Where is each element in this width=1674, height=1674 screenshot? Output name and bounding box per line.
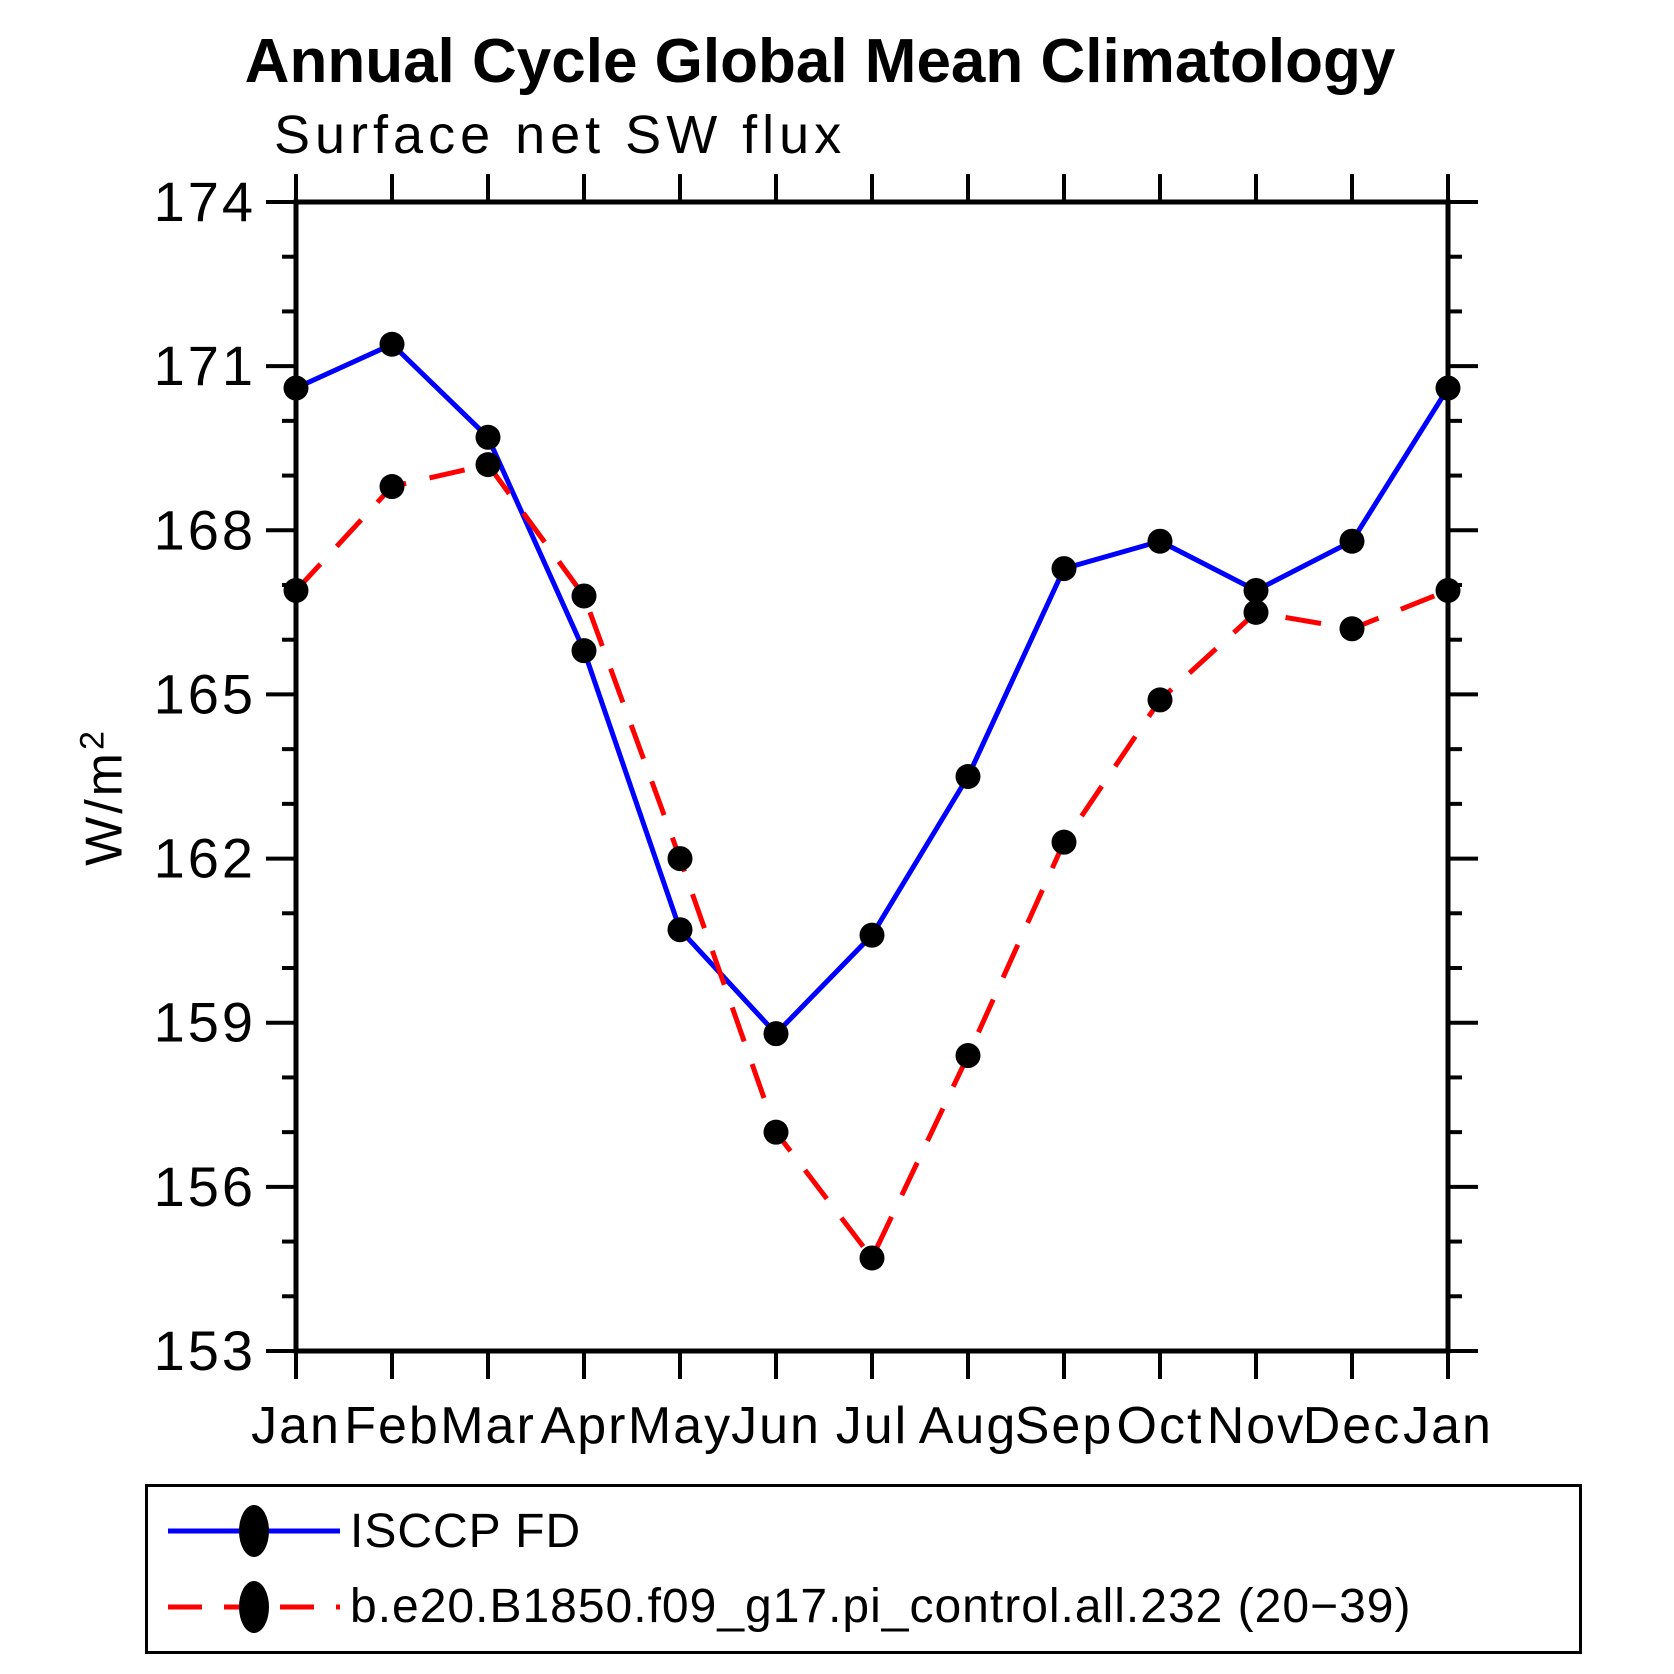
data-point	[1147, 687, 1173, 713]
y-axis-tick-label: 159	[154, 991, 256, 1054]
data-point	[379, 474, 405, 500]
series-line-1	[294, 461, 1449, 1263]
data-point	[1243, 577, 1269, 603]
y-axis-tick-label: 162	[154, 827, 256, 890]
x-axis-tick-label: Jan	[1403, 1397, 1493, 1455]
x-axis-tick-label: Sep	[1015, 1397, 1114, 1455]
data-point	[379, 331, 405, 357]
data-point	[667, 846, 693, 872]
x-axis-tick-label: May	[628, 1397, 732, 1455]
data-point	[475, 424, 501, 450]
x-axis-tick-label: Mar	[440, 1397, 536, 1455]
data-point	[1339, 528, 1365, 554]
x-axis-tick-label: Apr	[541, 1397, 628, 1455]
x-axis-tick-label: Nov	[1207, 1397, 1305, 1455]
x-axis-tick-label: Feb	[344, 1397, 440, 1455]
legend-label-model: b.e20.B1850.f09_g17.pi_control.all.232 (…	[350, 1580, 1412, 1634]
legend-item-model: b.e20.B1850.f09_g17.pi_control.all.232 (…	[148, 1576, 1579, 1638]
x-axis-tick-label: Jan	[251, 1397, 341, 1455]
x-axis-tick-label: Oct	[1117, 1397, 1204, 1455]
data-point	[1339, 616, 1365, 642]
y-axis-tick-label: 153	[154, 1319, 256, 1382]
data-point	[763, 1119, 789, 1145]
legend-label-isccp-fd: ISCCP FD	[350, 1504, 582, 1558]
axis-frame	[293, 199, 1451, 1354]
data-point	[283, 577, 309, 603]
chart-subtitle: Surface net SW flux	[274, 105, 847, 165]
legend-box: ISCCP FD b.e20.B1850.f09_g17.pi_control.…	[145, 1484, 1582, 1654]
x-axis-tick-label: Aug	[919, 1397, 1018, 1455]
legend-line-sample-dashed	[168, 1580, 340, 1633]
y-axis-tick-label: 168	[154, 498, 256, 561]
data-point	[571, 583, 597, 609]
data-point	[859, 1245, 885, 1271]
x-axis-tick-label: Jun	[731, 1397, 821, 1455]
data-point	[475, 452, 501, 478]
x-axis-tick-label: Dec	[1303, 1397, 1401, 1455]
data-point	[1051, 556, 1077, 582]
legend-sample-marker	[239, 1505, 269, 1558]
legend-item-isccp-fd: ISCCP FD	[148, 1500, 1579, 1562]
data-point	[763, 1021, 789, 1047]
data-point	[1051, 829, 1077, 855]
y-axis-tick-label: 171	[154, 334, 256, 397]
legend-sample-marker	[239, 1580, 269, 1633]
data-point	[1243, 599, 1269, 625]
y-axis-tick-label: 174	[154, 170, 256, 233]
data-point	[667, 917, 693, 943]
data-point	[1147, 528, 1173, 554]
chart-title: Annual Cycle Global Mean Climatology	[244, 27, 1396, 96]
data-point	[955, 1043, 981, 1069]
data-point	[283, 375, 309, 401]
data-point	[571, 638, 597, 664]
data-point	[1435, 577, 1461, 603]
legend-line-sample-solid	[168, 1505, 340, 1558]
data-point	[859, 922, 885, 948]
y-axis-tick-label: 165	[154, 662, 256, 725]
x-axis-tick-label: Jul	[836, 1397, 908, 1455]
y-axis-tick-label: 156	[154, 1155, 256, 1218]
data-point	[1435, 375, 1461, 401]
data-point	[955, 764, 981, 789]
